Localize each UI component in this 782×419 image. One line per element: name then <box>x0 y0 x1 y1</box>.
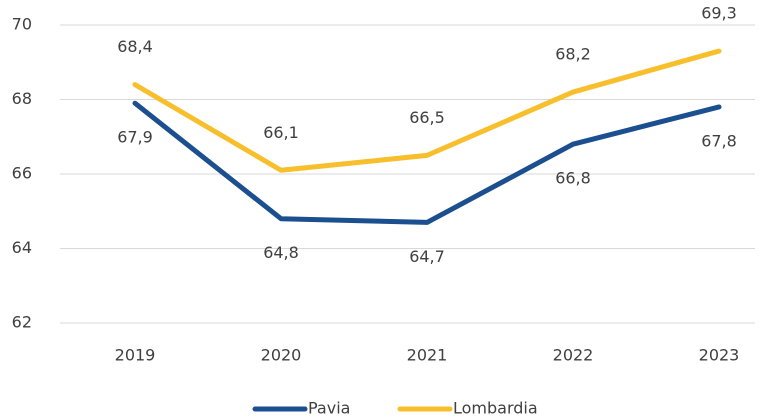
y-tick-label: 64 <box>12 238 32 257</box>
x-tick-label: 2020 <box>261 346 302 365</box>
data-label: 66,1 <box>263 123 299 142</box>
legend-label: Pavia <box>308 399 350 418</box>
data-label: 69,3 <box>701 4 737 23</box>
data-label: 66,5 <box>409 108 445 127</box>
data-label: 68,4 <box>117 37 153 56</box>
x-tick-label: 2022 <box>553 346 594 365</box>
line <box>132 48 722 173</box>
x-tick-label: 2023 <box>699 346 740 365</box>
data-label: 64,8 <box>263 243 299 262</box>
y-tick-label: 66 <box>12 164 32 183</box>
y-tick-label: 70 <box>12 15 32 34</box>
y-tick-label: 68 <box>12 89 32 108</box>
data-label: 66,8 <box>555 169 591 188</box>
data-label: 64,7 <box>409 247 445 266</box>
line <box>132 100 722 225</box>
x-tick-label: 2019 <box>115 346 156 365</box>
x-tick-label: 2021 <box>407 346 448 365</box>
data-label: 67,9 <box>117 128 153 147</box>
data-label: 68,2 <box>555 45 591 64</box>
data-label: 67,8 <box>701 131 737 150</box>
legend-label: Lombardia <box>453 399 538 418</box>
y-tick-label: 62 <box>12 313 32 332</box>
